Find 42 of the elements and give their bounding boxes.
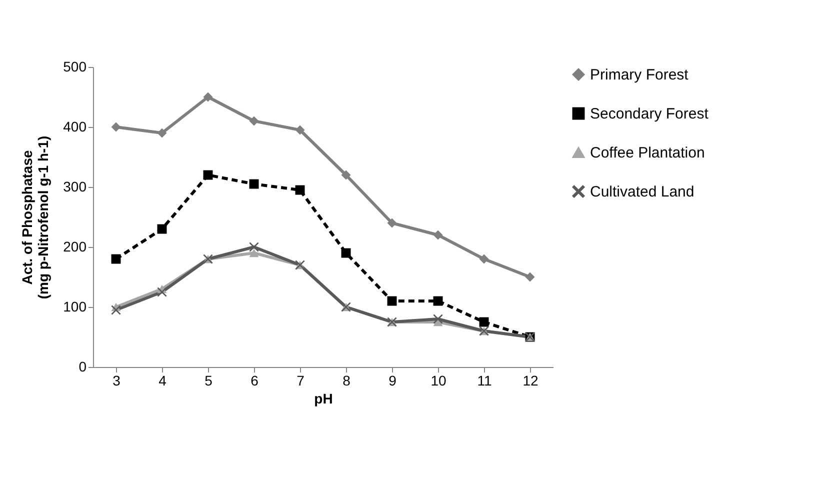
point [249, 116, 259, 126]
point [295, 125, 305, 135]
x-tick-label: 8 [342, 372, 351, 388]
legend-label: Secondary Forest [590, 106, 710, 122]
legend-label: Primary Forest [590, 66, 690, 84]
point [525, 272, 535, 282]
y-tick-label: 300 [63, 178, 87, 194]
point [249, 179, 259, 189]
x-tick-label: 3 [112, 372, 121, 388]
point [479, 254, 489, 264]
point [157, 128, 167, 138]
point [203, 170, 213, 180]
y-tick-label: 0 [78, 358, 87, 374]
point [111, 122, 121, 132]
point [341, 170, 351, 180]
legend-label: Coffee Plantation [590, 144, 705, 162]
point [387, 296, 397, 306]
y-tick-label: 200 [63, 238, 87, 254]
point [203, 92, 213, 102]
x-tick-label: 10 [430, 372, 446, 388]
x-tick-label: 7 [296, 372, 305, 388]
x-tick-label: 9 [388, 372, 397, 388]
x-axis-title: pH [314, 390, 333, 406]
y-tick-label: 400 [63, 118, 87, 134]
y-tick-label: 500 [63, 58, 87, 74]
point [433, 296, 443, 306]
x-tick-label: 5 [204, 372, 213, 388]
x-tick-label: 6 [250, 372, 259, 388]
point [479, 317, 489, 327]
point [157, 224, 167, 234]
x-tick-label: 12 [522, 372, 538, 388]
y-axis-title: Act. of Phosphatase (mg p-Nitrofenol g-1 h-1) [19, 136, 52, 300]
point [341, 248, 351, 258]
y-tick-label: 100 [63, 298, 87, 314]
x-tick-label: 11 [477, 372, 492, 388]
point [295, 185, 305, 195]
legend-label: Cultivated Land [590, 184, 694, 200]
point [387, 218, 397, 228]
x-tick-label: 4 [158, 372, 167, 388]
point [433, 230, 443, 240]
point [111, 254, 121, 264]
point [249, 248, 259, 258]
